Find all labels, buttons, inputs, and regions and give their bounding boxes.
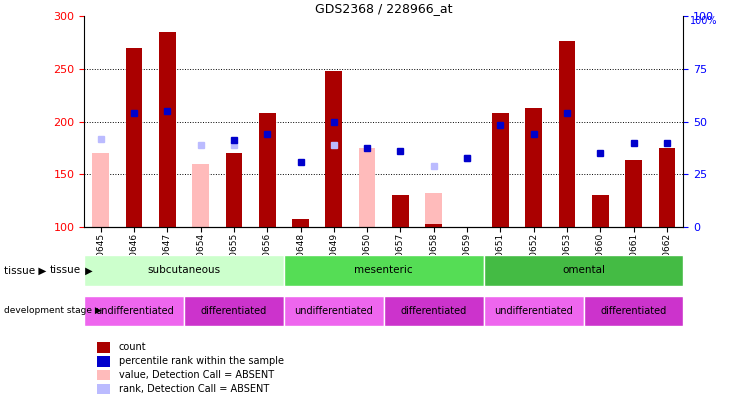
Bar bbox=[625, 160, 642, 227]
Bar bbox=[292, 220, 309, 227]
Bar bbox=[159, 32, 175, 227]
Text: undifferentiated: undifferentiated bbox=[295, 306, 374, 316]
Text: development stage ▶: development stage ▶ bbox=[4, 306, 102, 315]
Bar bbox=[92, 153, 109, 227]
Text: count: count bbox=[119, 342, 146, 352]
Text: undifferentiated: undifferentiated bbox=[494, 306, 573, 316]
Bar bbox=[284, 296, 384, 326]
Bar bbox=[425, 224, 442, 227]
Bar bbox=[558, 41, 575, 227]
Bar bbox=[126, 48, 143, 227]
Bar bbox=[484, 255, 683, 286]
Bar bbox=[592, 195, 608, 227]
Text: differentiated: differentiated bbox=[401, 306, 467, 316]
Text: undifferentiated: undifferentiated bbox=[94, 306, 173, 316]
Bar bbox=[184, 296, 284, 326]
Text: 100%: 100% bbox=[689, 16, 717, 26]
Bar bbox=[392, 195, 409, 227]
Bar bbox=[284, 255, 484, 286]
Bar bbox=[97, 356, 110, 367]
Bar bbox=[359, 148, 376, 227]
Bar bbox=[97, 341, 110, 352]
Text: ▶: ▶ bbox=[82, 265, 93, 275]
Bar bbox=[97, 384, 110, 394]
Bar bbox=[84, 296, 184, 326]
Text: differentiated: differentiated bbox=[201, 306, 267, 316]
Text: tissue ▶: tissue ▶ bbox=[4, 265, 46, 275]
Bar bbox=[583, 296, 683, 326]
Bar bbox=[526, 108, 542, 227]
Bar bbox=[226, 153, 242, 227]
Bar bbox=[192, 164, 209, 227]
Bar bbox=[659, 148, 675, 227]
Bar bbox=[384, 296, 484, 326]
Bar bbox=[425, 193, 442, 227]
Text: subcutaneous: subcutaneous bbox=[148, 265, 221, 275]
Text: differentiated: differentiated bbox=[600, 306, 667, 316]
Bar bbox=[84, 255, 284, 286]
Bar bbox=[259, 113, 276, 227]
Text: tissue: tissue bbox=[49, 265, 80, 275]
Text: percentile rank within the sample: percentile rank within the sample bbox=[119, 356, 284, 366]
Bar bbox=[492, 113, 509, 227]
Text: omental: omental bbox=[562, 265, 605, 275]
Text: rank, Detection Call = ABSENT: rank, Detection Call = ABSENT bbox=[119, 384, 269, 394]
Bar bbox=[325, 71, 342, 227]
Bar bbox=[484, 296, 583, 326]
Text: mesenteric: mesenteric bbox=[355, 265, 413, 275]
Text: value, Detection Call = ABSENT: value, Detection Call = ABSENT bbox=[119, 370, 274, 380]
Title: GDS2368 / 228966_at: GDS2368 / 228966_at bbox=[315, 2, 452, 15]
Bar bbox=[97, 369, 110, 381]
